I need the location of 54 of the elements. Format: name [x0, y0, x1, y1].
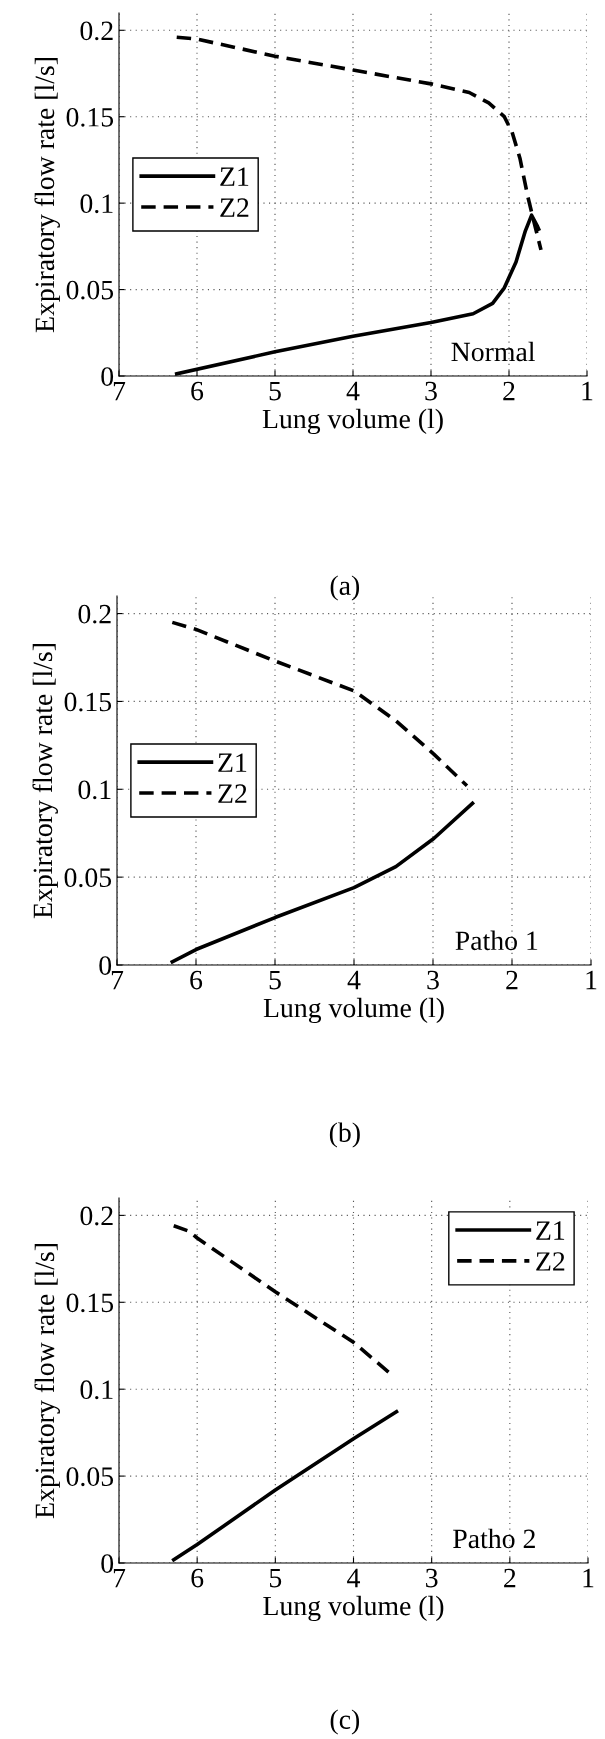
x-axis-title: Lung volume (l) — [263, 1595, 444, 1622]
legend-label: Z1 — [218, 753, 247, 772]
x-axis-title: Lung volume (l) — [263, 997, 444, 1024]
legend-label: Z2 — [536, 1252, 565, 1271]
y-tick-label: 0.1 — [78, 780, 111, 800]
y-tick-label: 0.2 — [80, 21, 113, 41]
x-tick-label: 7 — [111, 970, 124, 990]
y-axis-title: Expiratory flow rate [l/s] — [32, 644, 58, 919]
x-tick-label: 5 — [269, 970, 281, 990]
annotation: Normal — [451, 341, 535, 362]
x-tick-label: 4 — [347, 1568, 361, 1588]
y-tick-label: 0.15 — [66, 107, 114, 127]
y-tick-label: 0 — [101, 1554, 114, 1573]
x-tick-label: 7 — [113, 1568, 126, 1588]
y-tick-label: 0.15 — [66, 1293, 114, 1313]
x-tick-label: 3 — [425, 381, 437, 401]
y-tick-label: 0.1 — [80, 1380, 113, 1400]
x-tick-label: 6 — [190, 970, 203, 990]
legend-label: Z1 — [220, 167, 249, 186]
x-tick-label: 4 — [347, 970, 361, 990]
x-tick-label: 7 — [113, 381, 126, 401]
y-tick-label: 0.05 — [66, 280, 114, 300]
legend-label: Z1 — [536, 1221, 565, 1240]
text: (c) — [330, 1709, 360, 1735]
y-tick-label: 0.1 — [80, 194, 113, 214]
y-tick-label: 0.2 — [78, 604, 111, 624]
y-tick-label: 0.05 — [66, 1467, 114, 1487]
x-axis-title: Lung volume (l) — [262, 408, 443, 435]
annotation: (a) — [330, 575, 360, 601]
legend-label: Z2 — [218, 784, 247, 803]
y-tick-label: 0.2 — [80, 1206, 113, 1226]
x-tick-label: 4 — [346, 381, 360, 401]
x-tick-label: 1 — [586, 970, 597, 990]
y-tick-label: 0.05 — [64, 868, 112, 888]
x-tick-label: 3 — [427, 970, 439, 990]
annotation: Patho 2 — [453, 1528, 535, 1549]
x-tick-label: 1 — [583, 1568, 594, 1588]
text: (b) — [329, 1122, 360, 1148]
x-tick-label: 2 — [504, 1568, 516, 1588]
x-tick-label: 2 — [506, 970, 518, 990]
legend-label: Z2 — [220, 198, 249, 217]
y-axis-title: Expiratory flow rate [l/s] — [34, 1244, 60, 1519]
x-tick-label: 5 — [270, 1568, 282, 1588]
y-tick-label: 0.15 — [64, 692, 112, 712]
annotation: Patho 1 — [455, 930, 538, 951]
x-tick-label: 6 — [191, 381, 204, 401]
x-tick-label: 5 — [269, 381, 281, 401]
y-tick-label: 0 — [99, 956, 112, 975]
x-tick-label: 2 — [503, 381, 515, 401]
x-tick-label: 1 — [582, 381, 593, 401]
y-axis-title: Expiratory flow rate [l/s] — [34, 58, 60, 333]
x-tick-label: 6 — [191, 1568, 204, 1588]
y-tick-label: 0 — [101, 367, 114, 386]
x-tick-label: 3 — [426, 1568, 438, 1588]
